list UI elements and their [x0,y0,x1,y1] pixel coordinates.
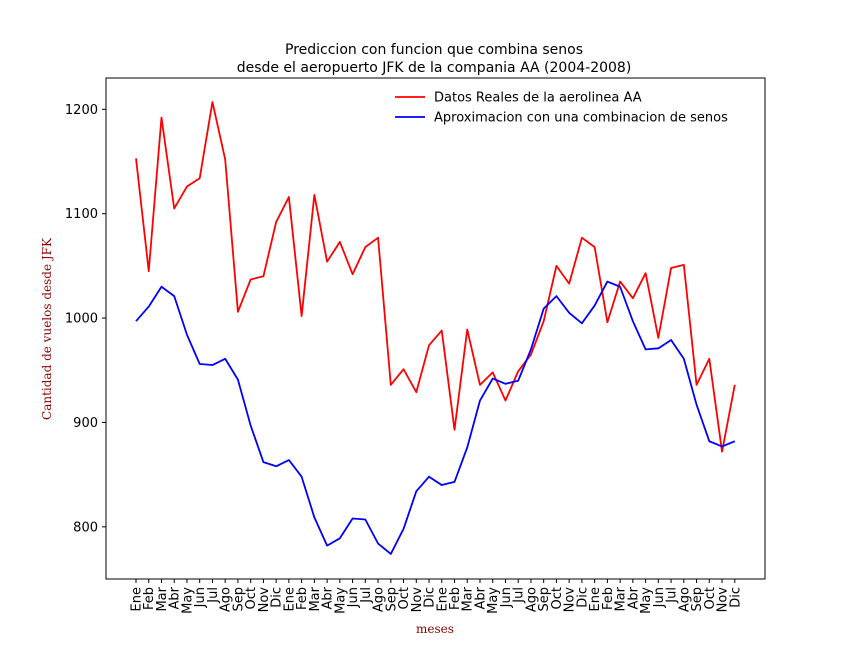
x-tick-label: Ago [372,587,387,612]
x-tick-label: Jun [346,587,361,608]
x-tick-label: Jul [206,587,221,604]
chart-title-line2: desde el aeropuerto JFK de la compania A… [237,60,632,76]
x-tick-label: Sep [690,587,705,612]
series-line-1 [135,101,736,453]
x-tick-label: Mar [614,586,629,611]
x-tick-label: Nov [257,587,272,613]
y-tick-label: 1000 [65,312,98,327]
x-tick-label: Abr [168,586,183,609]
x-tick-label: Jul [359,587,374,604]
y-tick-label: 800 [73,520,98,535]
x-tick-label: May [639,587,654,614]
y-axis: 800 900 1000 1100 1200 [65,103,106,535]
y-tick-label: 900 [73,416,98,431]
legend-label-2: Aproximacion con una combinacion de seno… [434,111,728,126]
x-tick-label: Sep [384,587,399,612]
x-tick-label: Feb [601,587,616,610]
x-tick-label: Jul [665,587,680,604]
x-tick-label: Mar [461,586,476,611]
series-line-2 [135,280,736,555]
series-layer [135,101,736,555]
x-tick-label: Ago [524,587,539,612]
x-tick-label: Dic [423,587,438,608]
chart-title-line1: Prediccion con funcion que combina senos [285,42,583,58]
x-tick-label: Oct [244,587,259,609]
x-tick-label: Jul [512,587,527,604]
x-tick-label: Ago [677,587,692,612]
y-axis-label: Cantidad de vuelos desde JFK [40,237,54,420]
x-tick-label: May [180,587,195,614]
y-tick-label: 1100 [65,207,98,222]
x-tick-label: Ene [588,587,603,611]
y-tick-label: 1200 [65,103,98,118]
x-axis: EneFebMarAbrMayJunJulAgoSepOctNovDicEneF… [130,579,743,614]
x-tick-label: Mar [155,586,170,611]
x-tick-label: Abr [473,586,488,609]
x-tick-label: Oct [703,587,718,609]
x-tick-label: Sep [537,587,552,612]
x-tick-label: Feb [142,587,157,610]
x-tick-label: Sep [231,587,246,612]
x-tick-label: Dic [728,587,743,608]
x-tick-label: May [486,587,501,614]
x-axis-label: meses [416,622,454,636]
x-tick-label: Mar [308,586,323,611]
x-tick-label: Dic [575,587,590,608]
legend: Datos Reales de la aerolinea AA Aproximac… [395,91,728,126]
x-tick-label: Jun [193,587,208,608]
x-tick-label: Feb [295,587,310,610]
legend-label-1: Datos Reales de la aerolinea AA [434,91,642,106]
x-tick-label: Dic [270,587,285,608]
x-tick-label: Nov [563,587,578,613]
x-tick-label: Ene [435,587,450,611]
x-tick-label: Feb [448,587,463,610]
x-tick-label: Abr [321,586,336,609]
x-tick-label: Oct [397,587,412,609]
x-tick-label: Jun [652,587,667,608]
x-tick-label: Ago [219,587,234,612]
x-tick-label: Nov [410,587,425,613]
x-tick-label: Ene [282,587,297,611]
x-tick-label: Nov [716,587,731,613]
x-tick-label: May [333,587,348,614]
x-tick-label: Oct [550,587,565,609]
x-tick-label: Ene [130,587,145,611]
x-tick-label: Abr [626,586,641,609]
x-tick-label: Jun [499,587,514,608]
plot-area [105,77,766,580]
